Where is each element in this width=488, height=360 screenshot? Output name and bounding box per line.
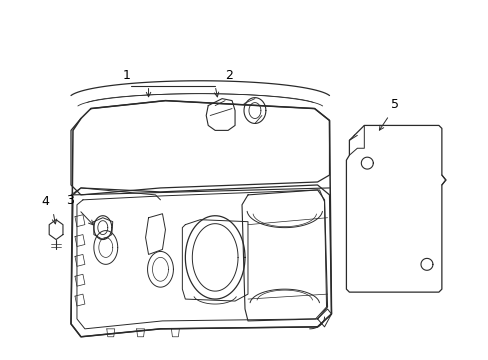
Text: 3: 3	[66, 194, 74, 207]
Text: 1: 1	[122, 69, 130, 82]
Text: 2: 2	[224, 69, 232, 82]
Text: 4: 4	[41, 195, 49, 208]
Text: 5: 5	[390, 98, 398, 111]
